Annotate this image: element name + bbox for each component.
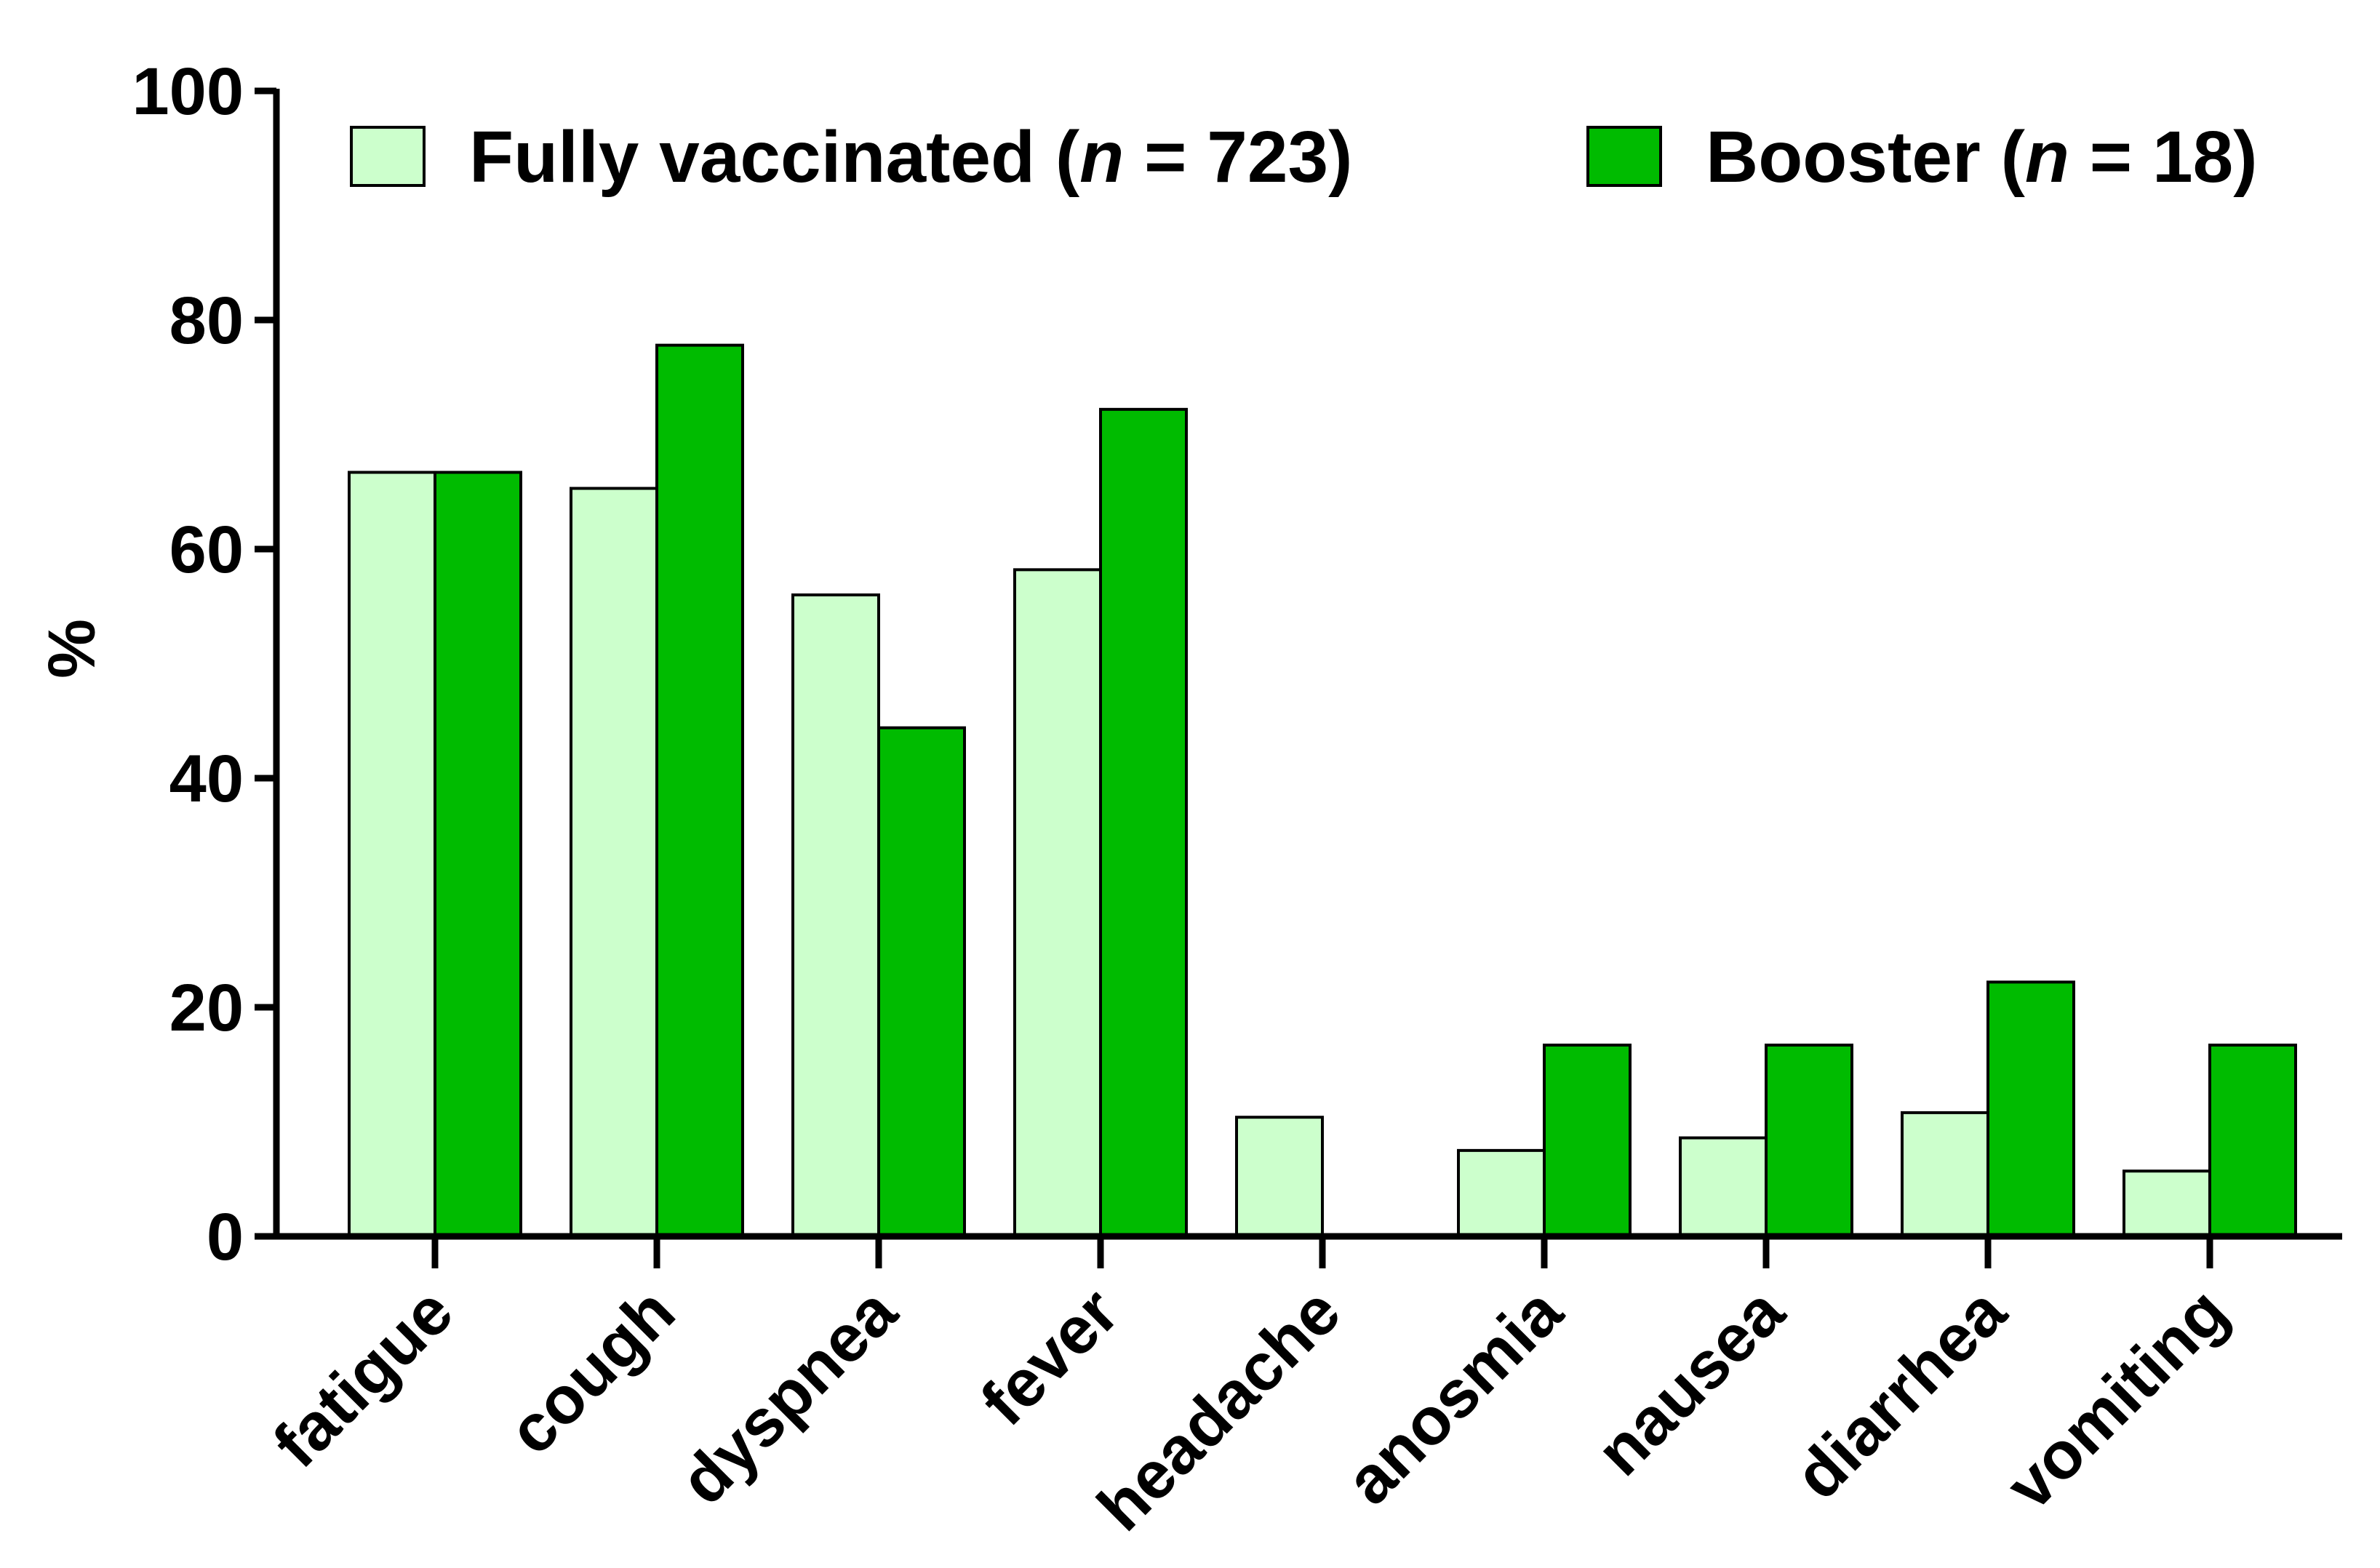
- bars-group: [348, 343, 2297, 1239]
- y-tick-label: 40: [169, 742, 244, 816]
- bar-fully-vaccinated-nausea: [1679, 1136, 1768, 1239]
- bar-fully-vaccinated-fatigue: [348, 471, 436, 1238]
- bar-booster-dyspnea: [877, 726, 966, 1238]
- y-axis-label: %: [35, 619, 109, 679]
- y-tick-label: 0: [207, 1200, 244, 1274]
- legend: Fully vaccinated (n = 723) Booster (n = 1…: [350, 116, 2258, 198]
- bar-fully-vaccinated-diarrhea: [1901, 1111, 1989, 1239]
- bar-booster-fever: [1099, 407, 1188, 1238]
- bar-fully-vaccinated-anosmia: [1457, 1148, 1546, 1238]
- bar-booster-vomiting: [2208, 1043, 2297, 1238]
- legend-swatch-booster: [1586, 126, 1662, 187]
- x-tick-label-vomiting: vomiting: [1992, 1274, 2242, 1524]
- bar-booster-diarrhea: [1986, 980, 2075, 1238]
- bar-fully-vaccinated-headache: [1235, 1116, 1324, 1238]
- bar-fully-vaccinated-cough: [570, 487, 658, 1238]
- bar-booster-anosmia: [1543, 1043, 1632, 1238]
- bar-booster-cough: [655, 343, 744, 1238]
- x-tick-label-dyspnea: dyspnea: [666, 1273, 911, 1519]
- bar-fully-vaccinated-fever: [1013, 568, 1102, 1238]
- legend-label-fully-vaccinated: Fully vaccinated (n = 723): [469, 116, 1352, 198]
- y-tick-label: 20: [169, 971, 244, 1045]
- y-tick-label: 80: [169, 284, 244, 358]
- bar-booster-fatigue: [434, 471, 522, 1238]
- x-tick-label-cough: cough: [495, 1274, 689, 1468]
- x-tick-label-anosmia: anosmia: [1332, 1273, 1577, 1519]
- bar-fully-vaccinated-vomiting: [2123, 1169, 2211, 1238]
- x-tick-label-fatigue: fatigue: [260, 1274, 467, 1481]
- y-tick-label: 100: [132, 55, 244, 129]
- legend-label-booster: Booster (n = 18): [1706, 116, 2258, 198]
- x-tick-label-fever: fever: [967, 1274, 1133, 1440]
- x-tick-label-headache: headache: [1084, 1274, 1354, 1545]
- bar-booster-nausea: [1765, 1043, 1853, 1238]
- x-tick-label-nausea: nausea: [1583, 1273, 1799, 1489]
- bar-fully-vaccinated-dyspnea: [791, 593, 880, 1238]
- x-tick-label-diarrhea: diarrhea: [1781, 1273, 2020, 1513]
- legend-swatch-fully-vaccinated: [350, 126, 426, 187]
- y-tick-label: 60: [169, 513, 244, 587]
